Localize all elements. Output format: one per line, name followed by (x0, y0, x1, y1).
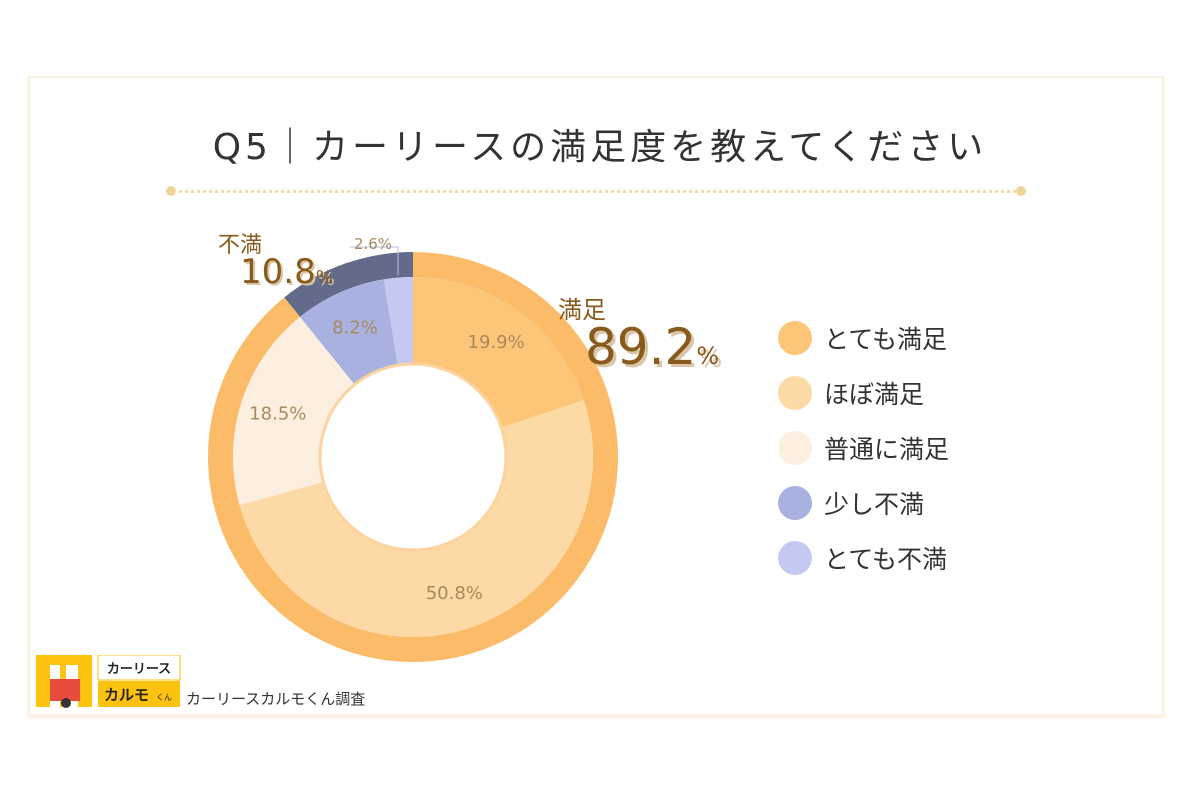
legend-label: とても満足 (824, 324, 948, 354)
karumo-logo: カーリース カルモ くん (36, 654, 186, 714)
legend-label: 普通に満足 (824, 434, 950, 464)
slice-value-label: 8.2% (332, 317, 378, 338)
divider-dot (1016, 186, 1026, 196)
legend-swatch (778, 375, 812, 410)
pie-slice (300, 279, 398, 385)
outer-ring-segment (284, 252, 413, 317)
satisfied-label: 満足 (558, 296, 606, 324)
donut-hole (325, 369, 501, 545)
legend-label: ほぼ満足 (824, 379, 925, 409)
legend-swatch (778, 540, 812, 575)
legend-item: ほぼ満足 (778, 365, 949, 420)
logo-small: くん (156, 693, 172, 702)
legend-label: とても不満 (824, 544, 948, 574)
slice-value-label: 18.5% (249, 404, 306, 425)
legend: とても満足ほぼ満足普通に満足少し不満とても不満 (778, 310, 949, 585)
slice-value-label: 2.6% (354, 235, 392, 253)
legend-label: 少し不満 (824, 489, 925, 519)
legend-item: 普通に満足 (778, 420, 949, 475)
logo-bottom: カルモ (104, 686, 149, 704)
divider (172, 190, 1022, 193)
legend-item: とても満足 (778, 310, 949, 365)
chart-title: Q5｜カーリースの満足度を教えてください (212, 127, 988, 168)
legend-item: 少し不満 (778, 475, 949, 530)
unsatisfied-value: 10.8% (240, 252, 333, 292)
legend-swatch (778, 320, 812, 355)
satisfied-value: 89.2% (585, 318, 720, 376)
pie-slice (383, 277, 413, 366)
pie-slice (233, 316, 355, 506)
pie-slice (413, 277, 584, 428)
leader-line (350, 246, 399, 275)
logo-top: カーリース (107, 662, 171, 677)
divider-dot (166, 186, 176, 196)
legend-item: とても不満 (778, 530, 949, 585)
pie-slice (239, 400, 594, 638)
inner-ring (318, 362, 508, 552)
slice-value-label: 50.8% (426, 583, 483, 604)
slice-value-label: 19.9% (468, 332, 525, 353)
legend-swatch (778, 485, 812, 520)
survey-credit: カーリースカルモくん調査 (186, 690, 366, 708)
unsatisfied-label: 不満 (218, 233, 263, 258)
legend-swatch (778, 430, 812, 465)
